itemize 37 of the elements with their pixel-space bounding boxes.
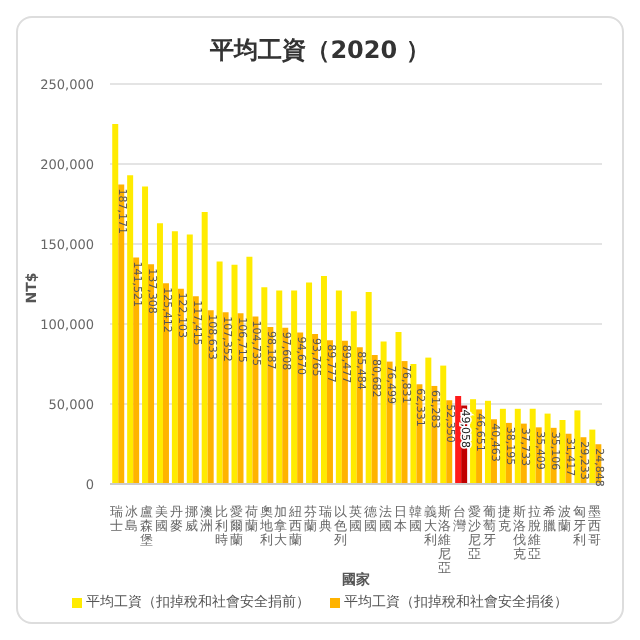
bar [395, 332, 402, 484]
bar [171, 231, 178, 484]
bar [574, 410, 581, 484]
bar [148, 264, 155, 484]
bar [231, 264, 238, 484]
bar [118, 184, 125, 484]
bar [276, 290, 283, 484]
bar [156, 223, 163, 484]
bar [133, 257, 140, 484]
bar [192, 296, 199, 484]
bar [410, 364, 417, 484]
bar [380, 341, 387, 484]
bar [112, 124, 119, 484]
chart-title: 平均工資（2020 ） [208, 34, 432, 68]
bar [127, 175, 134, 484]
bar [186, 234, 193, 484]
bar [350, 311, 357, 484]
bar [162, 283, 169, 484]
bar [216, 261, 223, 484]
bar [499, 408, 506, 484]
bar [440, 365, 447, 484]
bar [291, 290, 298, 484]
bar [365, 292, 372, 484]
bar [335, 290, 342, 484]
bar [425, 357, 432, 484]
bar [484, 400, 491, 484]
bar [246, 256, 253, 484]
bar [306, 282, 313, 484]
bar [514, 408, 521, 484]
bar [201, 212, 208, 484]
bar [529, 408, 536, 484]
bar [261, 287, 268, 484]
bar [589, 429, 596, 484]
bar [142, 186, 149, 484]
bar [320, 276, 327, 484]
bar [559, 420, 566, 484]
bar [544, 413, 551, 484]
